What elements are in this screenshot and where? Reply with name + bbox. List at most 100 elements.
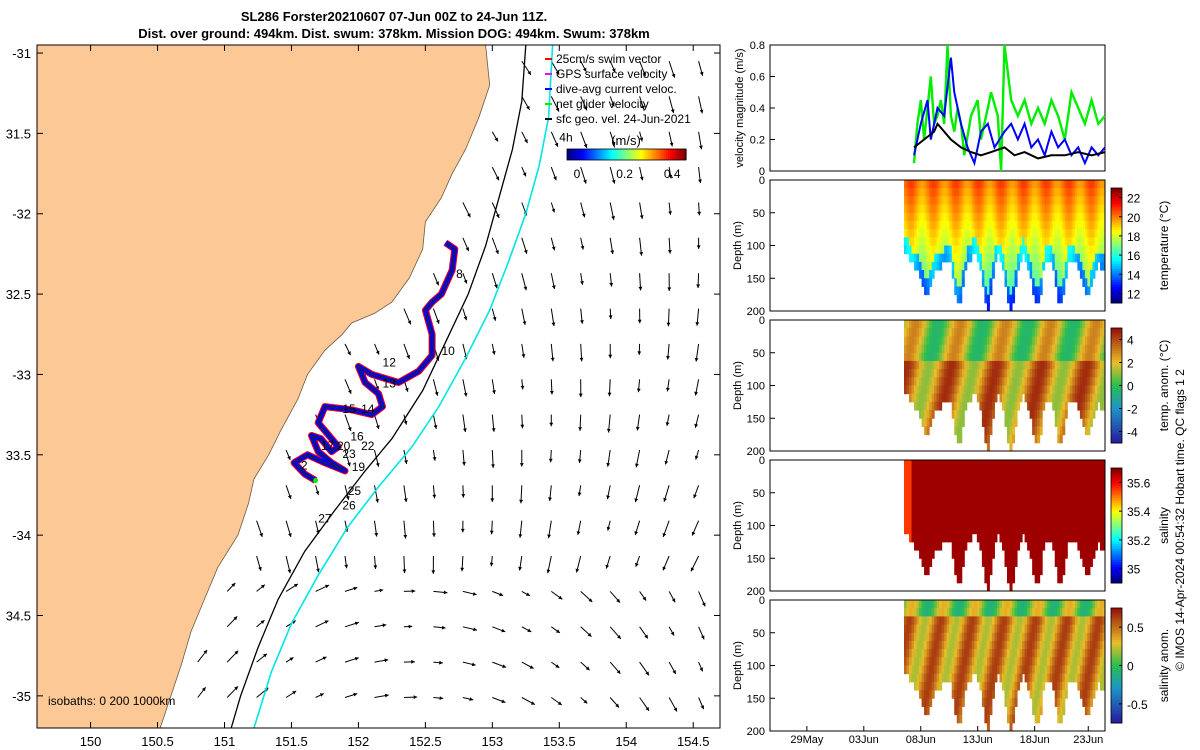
glider-track	[293, 242, 456, 482]
geo-vector-arrow	[285, 656, 294, 663]
map-x-tick-label: 153	[481, 734, 503, 749]
time-tick-label: 29May	[790, 734, 824, 746]
geo-vector-arrow	[226, 685, 239, 698]
geo-vector-arrow	[490, 485, 495, 502]
track-day-label: 20	[337, 439, 351, 453]
geo-vector-arrow	[462, 273, 468, 284]
geo-vector-arrow	[518, 555, 523, 571]
geo-vector-arrow	[550, 343, 555, 362]
legend-label: net glider velocity	[556, 97, 649, 111]
section-y-tick-label: 150	[747, 693, 765, 705]
geo-vector-arrow	[696, 273, 701, 289]
isobath-200	[230, 45, 527, 728]
geo-vector-arrow	[634, 485, 641, 503]
geo-vector-arrow	[492, 626, 506, 633]
geo-vector-arrow	[521, 96, 530, 110]
geo-vector-arrow	[666, 343, 670, 360]
section-y-tick-label: 0	[759, 175, 765, 187]
geo-vector-arrow	[609, 60, 616, 73]
geo-vector-arrow	[606, 485, 611, 500]
geo-vector-arrow	[489, 520, 494, 535]
geo-vector-arrow	[344, 586, 358, 592]
geo-vector-arrow	[519, 485, 523, 504]
geo-vector-arrow	[550, 60, 560, 75]
geo-vector-arrow	[344, 657, 359, 663]
geo-vector-arrow	[551, 590, 563, 600]
geo-vector-arrow	[698, 167, 702, 184]
geo-vector-arrow	[491, 308, 497, 321]
track-day-label: 10	[441, 344, 455, 358]
legend-entry: GPS surface velocity	[545, 67, 667, 81]
geo-vector-arrow	[433, 660, 443, 665]
track-day-label: 16	[350, 429, 364, 443]
colorbar-tick-label: 0.2	[616, 167, 633, 181]
geo-vector-arrow	[580, 237, 585, 250]
geo-vector-arrow	[546, 555, 552, 574]
geo-vector-arrow	[285, 555, 292, 574]
geo-vector-arrow	[580, 661, 590, 671]
time-axis: 29May 03Jun 08Jun 13Jun 18Jun 23Jun	[790, 726, 1103, 746]
geo-vector-arrow	[549, 379, 554, 395]
geo-vector-arrow	[580, 697, 588, 704]
geo-vector-arrow	[256, 584, 266, 592]
geo-vector-arrow	[432, 520, 436, 537]
geo-vector-arrow	[609, 273, 614, 287]
geo-vector-arrow	[695, 308, 700, 326]
geo-vector-arrow	[344, 449, 351, 467]
geo-vector-arrow	[576, 520, 582, 536]
velocity-y-ticks: 0 0.2 0.4 0.6 0.8	[750, 40, 775, 178]
map-x-tick-label: 154.5	[677, 734, 710, 749]
geo-vector-arrow	[580, 96, 588, 111]
time-tick-label: 03Jun	[849, 734, 879, 746]
geo-vector-arrow	[520, 414, 525, 429]
geo-vector-arrow	[697, 202, 702, 216]
geo-vector-arrow	[550, 166, 557, 181]
geo-vector-arrow	[548, 485, 552, 502]
section-colorbar-label: temp. anom. (°C)	[1157, 340, 1171, 432]
time-tick-label: 23Jun	[1073, 734, 1103, 746]
map-x-tick-label: 151.5	[275, 734, 308, 749]
section-colorbar-tick: 2	[1127, 357, 1134, 371]
geo-vector-arrow	[226, 650, 239, 663]
geo-vector-arrow	[492, 661, 507, 668]
geo-vector-arrow	[521, 131, 528, 144]
geo-vector-arrow	[580, 131, 588, 149]
geo-vector-arrow	[580, 60, 587, 72]
geo-vector-arrow	[256, 619, 265, 628]
section-panel: 0 50 100 150 200 Depth (m) 22 20 18 16 14 12 tempera…	[732, 175, 1171, 318]
geo-vector-arrow	[609, 661, 621, 675]
geo-vector-arrow	[197, 686, 206, 698]
geo-vector-arrow	[668, 591, 676, 603]
geo-vector-arrow	[606, 520, 611, 531]
section-ylabel: Depth (m)	[732, 501, 744, 550]
section-y-tick-label: 50	[753, 628, 765, 640]
velocity-y-tick-label: 0.2	[750, 135, 765, 147]
geo-vector-arrow	[403, 659, 415, 664]
geo-vector-arrow	[609, 131, 616, 146]
geo-vector-arrow	[691, 520, 700, 536]
speed-colorbar: 0 0.2 0.4	[566, 148, 687, 181]
geo-vector-arrow	[344, 555, 349, 569]
geo-vector-arrow	[638, 273, 643, 291]
geo-vector-arrow	[668, 202, 672, 215]
geo-vector-arrow	[462, 661, 476, 667]
track-day-label: 22	[361, 439, 375, 453]
section-colorbar-tick: -4	[1127, 426, 1138, 440]
geo-vector-arrow	[698, 96, 704, 114]
geo-vector-arrow	[580, 202, 586, 218]
geo-vector-arrow	[462, 308, 468, 321]
geo-vector-arrow	[609, 96, 615, 107]
track-day-label: 17	[321, 439, 335, 453]
geo-vector-arrow	[609, 202, 615, 221]
section-y-tick-label: 150	[747, 273, 765, 285]
section-colorbar-tick: 0.5	[1127, 621, 1144, 635]
geo-vector-arrow	[433, 696, 444, 700]
geo-vector-arrow	[344, 692, 358, 698]
geo-vector-arrow	[374, 520, 379, 537]
geo-vector-arrow	[550, 237, 556, 251]
map-y-ticks: -31 31.5 -32 32.5 -33 33.5 -34 34.5 -35	[6, 46, 720, 704]
map-x-ticks: 150 150.5 151 151.5 152 152.5 153 153.5 154 154.5	[80, 45, 710, 749]
